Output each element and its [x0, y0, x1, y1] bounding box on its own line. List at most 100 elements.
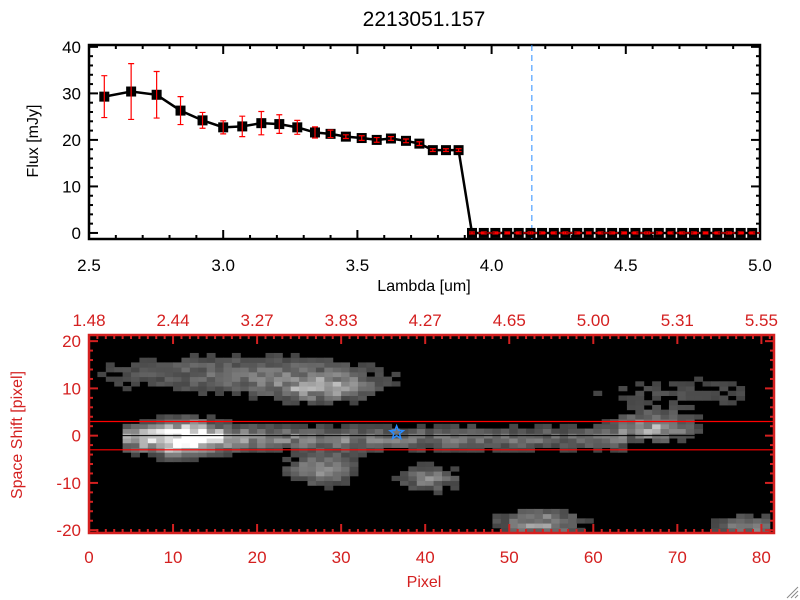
heatmap-cell — [173, 367, 182, 373]
resize-grip-icon[interactable] — [786, 586, 799, 599]
heatmap-cell — [307, 475, 317, 482]
heatmap-cell — [442, 428, 451, 434]
heatmap-cell — [551, 523, 561, 529]
error-bar — [258, 110, 265, 136]
heatmap-cell — [450, 485, 460, 491]
heatmap-cell — [643, 414, 653, 420]
heatmap-cell — [198, 357, 208, 363]
heatmap-cell — [332, 381, 342, 387]
heatmap-cell — [517, 518, 527, 524]
heatmap-cell — [215, 428, 224, 434]
plot-frame — [87, 43, 762, 241]
heatmap-cell — [307, 461, 317, 467]
heatmap-cell — [307, 371, 317, 378]
heatmap-cell — [307, 381, 317, 387]
heatmap-cell — [677, 381, 687, 387]
heatmap-cell — [273, 423, 283, 430]
heatmap-cell — [315, 456, 325, 463]
heatmap-cell — [198, 452, 208, 458]
heatmap-cell — [727, 518, 737, 524]
heatmap-cell — [357, 428, 367, 434]
heatmap-cell — [736, 513, 746, 519]
heatmap-cell — [273, 381, 283, 387]
heatmap-cell — [526, 513, 535, 519]
heatmap-cell — [399, 471, 409, 477]
heatmap-cell — [240, 438, 250, 444]
heatmap-cell — [324, 428, 334, 434]
heatmap-cell — [231, 376, 241, 382]
heatmap-cell — [357, 438, 367, 444]
heatmap-cell — [282, 423, 292, 430]
heatmap-cell — [307, 390, 317, 396]
heatmap-cell — [223, 423, 233, 430]
heatmap-cell — [408, 442, 418, 448]
heatmap-cell — [559, 508, 569, 515]
heatmap-cell — [357, 376, 367, 382]
heatmap-cell — [265, 438, 275, 444]
heatmap-cell — [332, 386, 342, 392]
heatmap-cell — [635, 395, 645, 401]
heatmap-cell — [147, 442, 157, 448]
heatmap-cell — [450, 480, 460, 486]
heatmap-cell — [526, 527, 535, 534]
heatmap-cell — [290, 438, 300, 444]
error-bar — [220, 120, 227, 135]
heatmap-cell — [131, 371, 140, 378]
heatmap-cell — [299, 395, 309, 401]
heatmap-cell — [131, 362, 140, 368]
heatmap-cell — [231, 371, 241, 378]
heatmap-cell — [215, 381, 224, 387]
heatmap-cell — [181, 414, 191, 420]
heatmap-cell — [450, 423, 460, 430]
heatmap-cell — [299, 367, 309, 373]
heatmap-cell — [181, 456, 191, 463]
heatmap-cell — [416, 485, 426, 491]
heatmap-cell — [408, 471, 418, 477]
x-tick-label: 3.0 — [211, 256, 235, 275]
heatmap-cell — [736, 386, 746, 392]
heatmap-cell — [626, 438, 636, 444]
heatmap-cell — [349, 367, 359, 373]
heatmap-cell — [374, 423, 384, 430]
heatmap-cell — [685, 390, 695, 396]
heatmap-cell — [542, 442, 552, 448]
heatmap-cell — [332, 376, 342, 382]
heatmap-cell — [383, 438, 393, 444]
heatmap-cell — [551, 508, 561, 515]
heatmap-cell — [551, 438, 561, 444]
heatmap-cell — [425, 461, 435, 467]
heatmap-cell — [324, 400, 334, 406]
heatmap-cell — [509, 527, 519, 534]
heatmap-cell — [626, 400, 636, 406]
heatmap-cell — [215, 386, 224, 392]
heatmap-cell — [223, 442, 233, 448]
heatmap-cell — [290, 400, 300, 406]
heatmap-cell — [542, 523, 552, 529]
heatmap-cell — [559, 442, 569, 448]
heatmap-cell — [290, 357, 300, 363]
heatmap-cell — [324, 395, 334, 401]
heatmap-cell — [307, 452, 317, 458]
heatmap-cell — [752, 527, 762, 534]
heatmap-cell — [299, 386, 309, 392]
error-bar — [429, 148, 436, 153]
heatmap-cell — [324, 471, 334, 477]
top-x-tick-label: 1.48 — [72, 311, 105, 330]
heatmap-cell — [635, 390, 645, 396]
heatmap-cell — [559, 438, 569, 444]
heatmap-cell — [290, 371, 300, 378]
heatmap-cell — [593, 438, 603, 444]
heatmap-cell — [517, 527, 527, 534]
heatmap-cell — [198, 438, 208, 444]
heatmap-cell — [694, 423, 704, 430]
heatmap-cell — [198, 381, 208, 387]
heatmap-cell — [710, 527, 720, 534]
y-tick-label: 0 — [72, 427, 81, 446]
heatmap-cell — [97, 371, 107, 378]
heatmap-cell — [181, 357, 191, 363]
heatmap-cell — [324, 362, 334, 368]
heatmap-cell — [626, 395, 636, 401]
heatmap-cell — [173, 428, 182, 434]
heatmap-cell — [374, 381, 384, 387]
heatmap-cell — [442, 442, 451, 448]
